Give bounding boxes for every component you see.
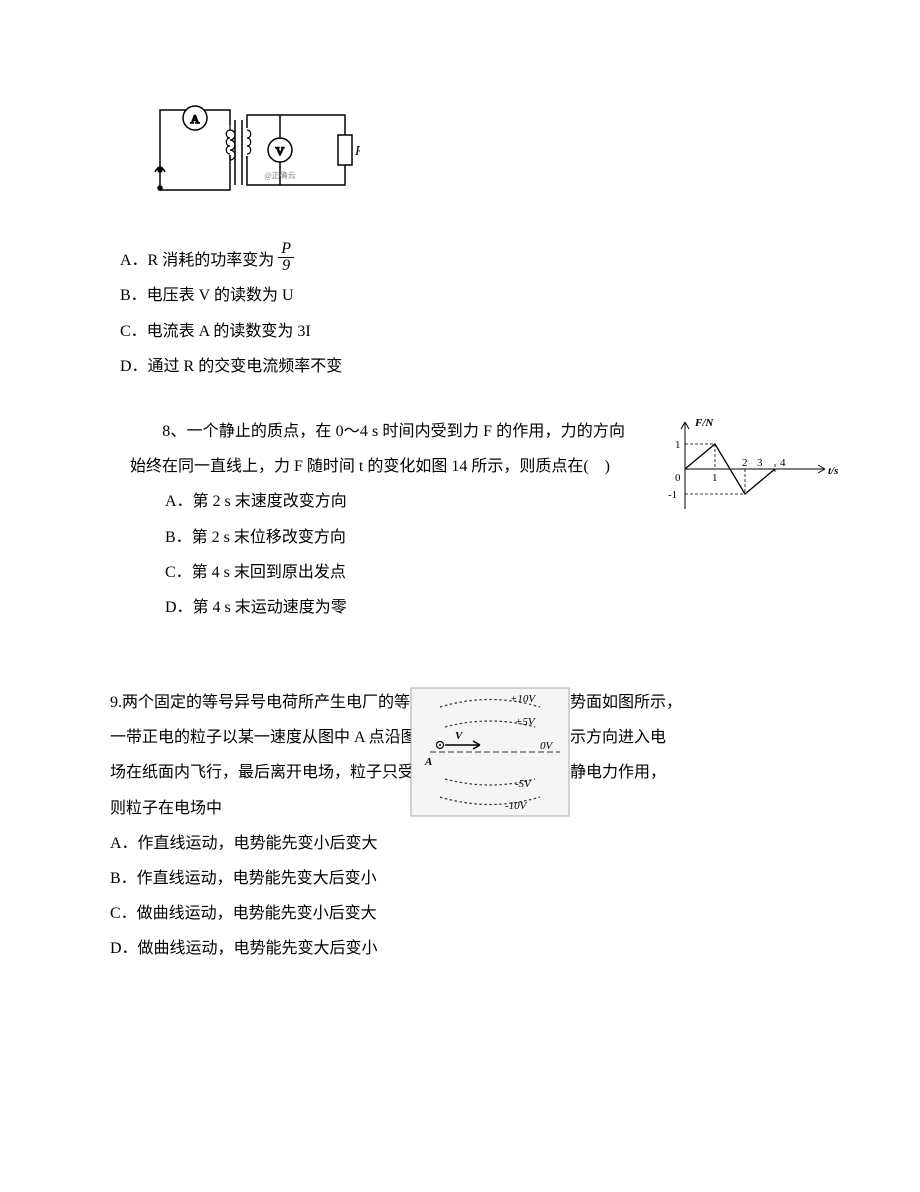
watermark-text: @正确云	[264, 170, 295, 180]
q7-a-fraction: P9	[278, 241, 294, 274]
svg-text:-5V: -5V	[515, 778, 532, 790]
q9-l1-left: 9.两个固定的等号异号电荷所产生电厂的等	[110, 685, 400, 720]
q9-option-d: D．做曲线运动，电势能先变大后变小	[110, 931, 810, 966]
svg-text:2: 2	[742, 457, 748, 469]
svg-text:+10V: +10V	[510, 693, 536, 705]
ammeter-label: A	[191, 112, 200, 126]
q9-l3-left: 场在纸面内飞行，最后离开电场，粒子只受	[110, 755, 400, 790]
svg-text:+5V: +5V	[515, 716, 536, 728]
q7-option-c: C．电流表 A 的读数变为 3I	[120, 314, 810, 349]
resistor-label: R	[354, 144, 360, 159]
q7-a-text: A．R 消耗的功率变为	[120, 252, 278, 269]
q8-block: 8、一个静止的质点，在 0～4 s 时间内受到力 F 的作用，力的方向始终在同一…	[110, 414, 810, 625]
q8-option-c: C．第 4 s 末回到原出发点	[165, 555, 810, 590]
q9-option-b: B．作直线运动，电势能先变大后变小	[110, 861, 810, 896]
q9-option-a: A．作直线运动，电势能先变小后变大	[110, 826, 810, 861]
svg-text:0: 0	[675, 472, 681, 484]
q9-l2-left: 一带正电的粒子以某一速度从图中 A 点沿图	[110, 720, 400, 755]
q8-ylabel: F/N	[694, 417, 714, 429]
q9-l1-right: 势面如图所示，	[570, 685, 682, 720]
q9-block: +10V +5V 0V -5V -10V V A 9.两个固定的等号异号电荷所产…	[110, 685, 810, 967]
q9-l3-right: 静电力作用，	[570, 755, 666, 790]
svg-text:1: 1	[675, 439, 681, 451]
svg-text:0V: 0V	[540, 740, 554, 752]
svg-text:3: 3	[757, 457, 763, 469]
q7-option-b: B．电压表 V 的读数为 U	[120, 278, 810, 313]
svg-text:-1: -1	[668, 489, 677, 501]
q8-option-d: D．第 4 s 末运动速度为零	[165, 590, 810, 625]
q7-option-d: D．通过 R 的交变电流频率不变	[120, 349, 810, 384]
svg-text:A: A	[424, 756, 432, 768]
svg-text:-10V: -10V	[505, 800, 528, 812]
q7-option-a: A．R 消耗的功率变为 P9	[120, 243, 810, 278]
q9-l2-right: 示方向进入电	[570, 720, 666, 755]
voltmeter-label: V	[276, 144, 285, 158]
q9-equipotential-diagram: +10V +5V 0V -5V -10V V A	[410, 687, 570, 830]
circuit-diagram: A V R @正确云	[140, 100, 810, 223]
circuit-svg: A V R @正确云	[140, 100, 360, 210]
q9-option-c: C．做曲线运动，电势能先变小后变大	[110, 896, 810, 931]
svg-text:4: 4	[780, 457, 786, 469]
q8-xlabel: t/s	[828, 465, 838, 477]
q8-graph: F/N t/s 1 -1 0 1 2 3 4	[660, 414, 840, 537]
svg-text:1: 1	[712, 472, 718, 484]
